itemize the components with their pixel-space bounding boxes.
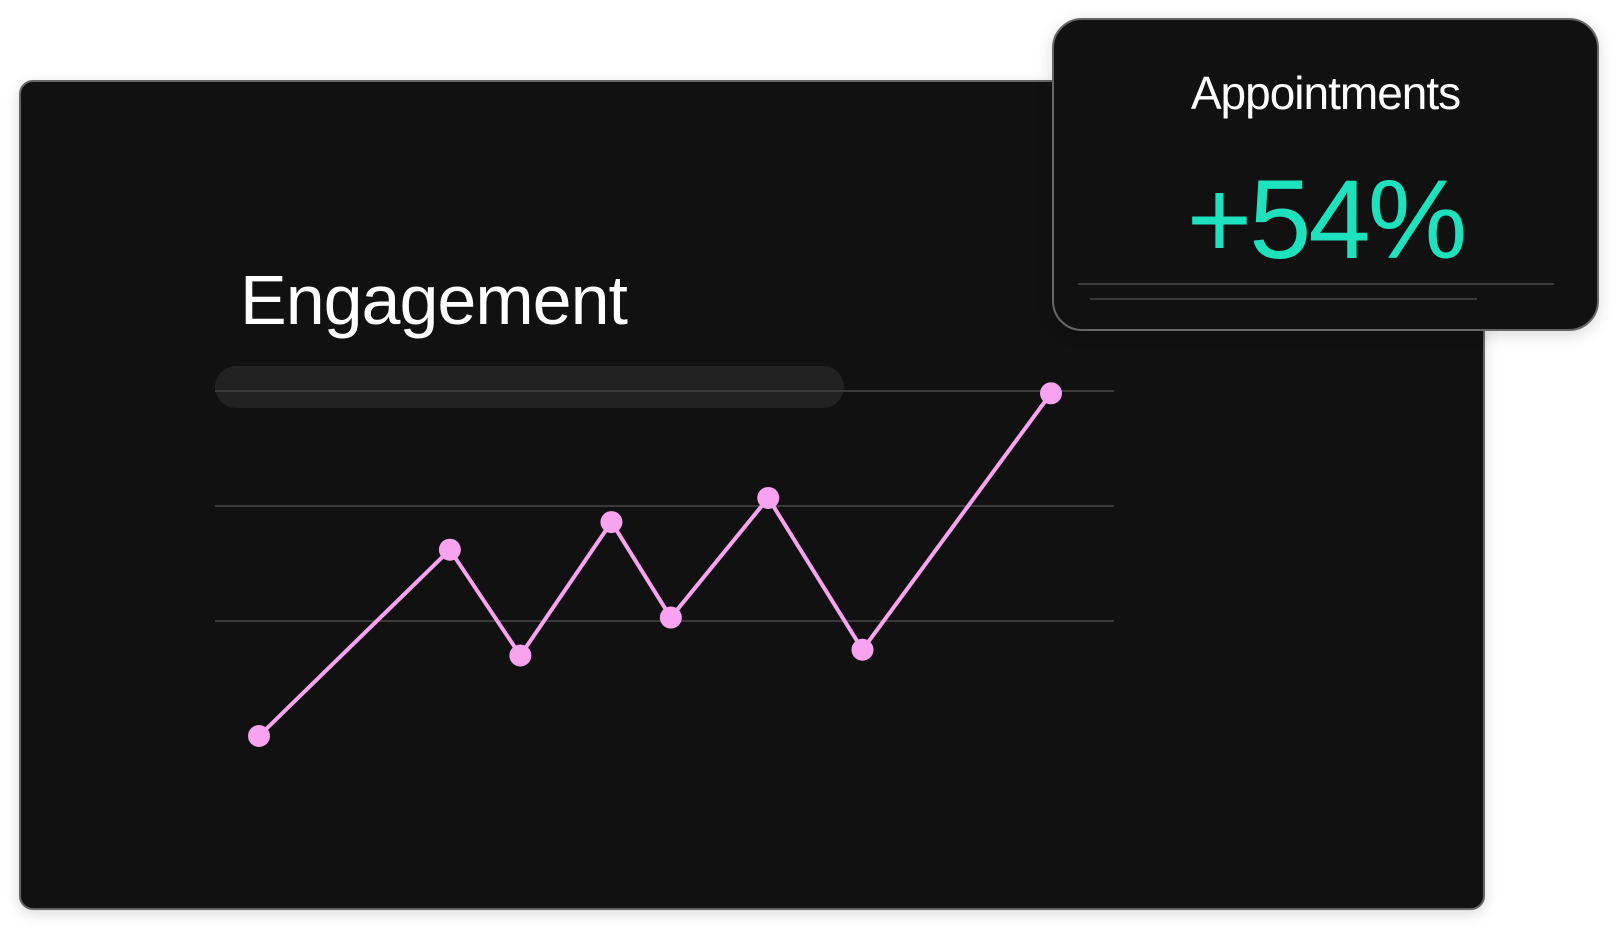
chart-title: Engagement [240,261,628,339]
divider-line [1078,283,1554,285]
series-line [257,392,1053,738]
data-point [1040,382,1062,405]
data-point [851,638,874,661]
placeholder-bar [215,366,844,408]
divider-line [1090,298,1477,300]
data-point [659,606,682,629]
data-point [757,486,780,509]
kpi-value: +54% [1186,157,1468,282]
data-point [509,644,532,667]
data-point [438,538,461,561]
kpi-label: Appointments [1190,67,1461,119]
appointments-card: Appointments +54% [1052,18,1599,331]
data-point [600,511,623,534]
data-point [248,725,270,747]
